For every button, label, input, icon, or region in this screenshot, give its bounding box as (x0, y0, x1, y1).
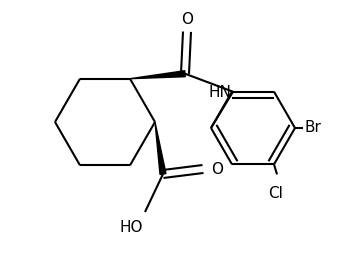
Text: O: O (211, 162, 223, 176)
Polygon shape (155, 122, 166, 174)
Text: Br: Br (305, 120, 322, 135)
Polygon shape (130, 71, 185, 79)
Text: HN: HN (208, 85, 231, 100)
Text: HO: HO (120, 220, 143, 235)
Text: O: O (181, 12, 193, 27)
Text: Cl: Cl (269, 186, 283, 201)
